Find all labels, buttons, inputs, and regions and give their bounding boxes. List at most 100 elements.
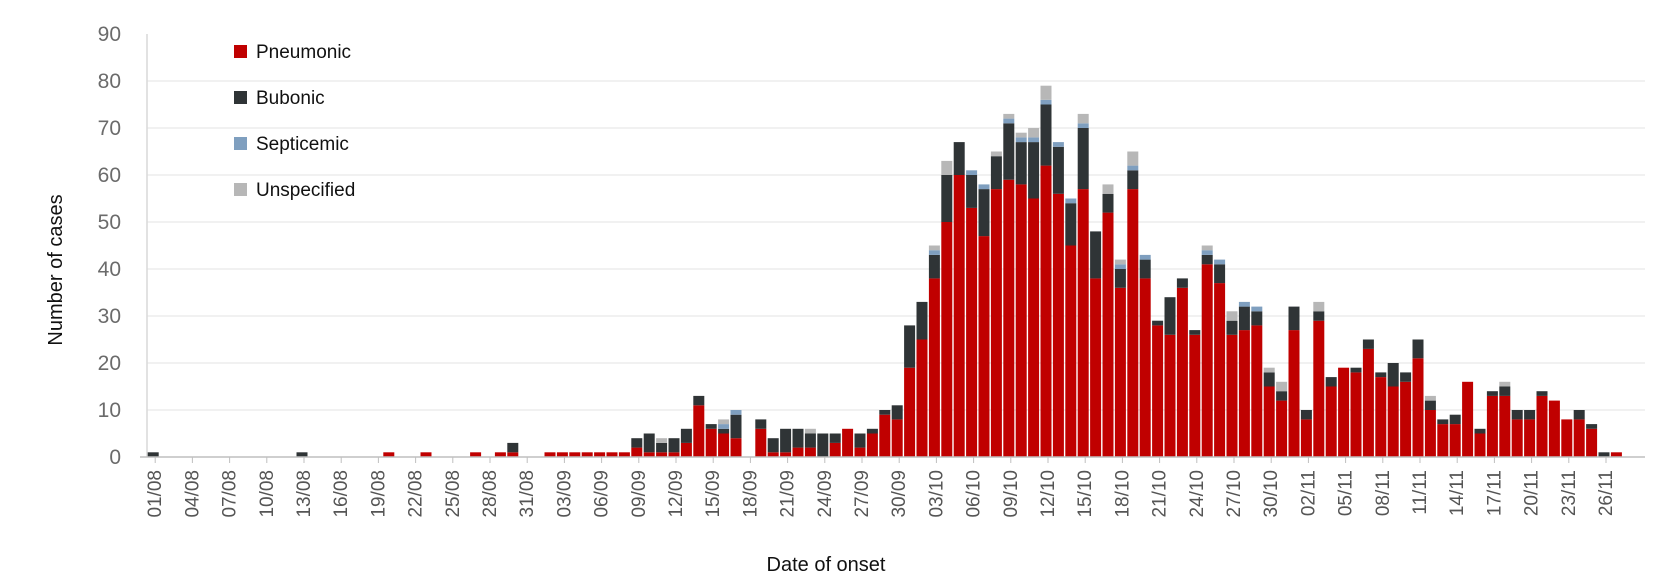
bar-pneumonic — [569, 452, 581, 457]
x-tick-label: 31/08 — [517, 470, 538, 518]
bar-pneumonic — [693, 405, 705, 457]
bar-pneumonic — [1610, 452, 1622, 457]
bar-bubonic — [1387, 363, 1399, 387]
bar-pneumonic — [1573, 419, 1585, 457]
legend-swatch-pneumonic — [234, 45, 247, 58]
bar-bubonic — [507, 442, 519, 453]
bar-pneumonic — [656, 452, 668, 457]
bar-bubonic — [1325, 377, 1337, 387]
bar-bubonic — [1040, 104, 1052, 166]
bar-pneumonic — [854, 447, 866, 457]
x-tick-label: 22/08 — [406, 470, 427, 518]
bar-pneumonic — [606, 452, 618, 457]
bar-pneumonic — [1586, 428, 1598, 457]
bar-unspecified — [928, 245, 940, 251]
bar-unspecified — [1313, 301, 1325, 312]
x-tick-label: 07/08 — [220, 470, 241, 518]
bar-pneumonic — [1090, 278, 1102, 457]
bar-bubonic — [1598, 452, 1610, 457]
x-tick-label: 06/09 — [592, 470, 613, 518]
bar-bubonic — [1486, 391, 1498, 396]
bar-pneumonic — [1102, 212, 1114, 457]
bar-unspecified — [1077, 113, 1089, 124]
bar-pneumonic — [631, 447, 643, 457]
bar-pneumonic — [1561, 419, 1573, 457]
x-tick-label: 03/10 — [926, 470, 947, 518]
x-tick-label: 12/09 — [666, 470, 687, 518]
x-tick-label: 21/09 — [778, 470, 799, 518]
bar-pneumonic — [1214, 283, 1226, 457]
x-tick-label: 27/10 — [1224, 470, 1245, 518]
bar-unspecified — [1226, 311, 1238, 321]
y-tick-label: 30 — [98, 305, 121, 328]
legend-swatch-unspecified — [234, 183, 247, 196]
legend-swatch-bubonic — [234, 91, 247, 104]
bar-bubonic — [1499, 386, 1511, 396]
bar-pneumonic — [1511, 419, 1523, 457]
bar-unspecified — [718, 419, 730, 425]
bar-pneumonic — [1548, 400, 1560, 457]
bar-pneumonic — [1189, 334, 1201, 457]
bar-pneumonic — [879, 414, 891, 457]
bar-bubonic — [1474, 428, 1486, 434]
bar-pneumonic — [1015, 184, 1027, 457]
bar-septicemic — [1065, 198, 1077, 204]
legend: Pneumonic Bubonic Septicemic Unspecified — [234, 42, 355, 201]
bar-pneumonic — [470, 452, 482, 457]
bar-pneumonic — [1424, 410, 1436, 457]
bar-pneumonic — [1375, 377, 1387, 457]
bar-pneumonic — [1437, 424, 1449, 457]
bar-pneumonic — [1313, 320, 1325, 457]
bar-pneumonic — [1276, 400, 1288, 457]
bar-pneumonic — [1524, 419, 1536, 457]
bar-septicemic — [1214, 259, 1226, 265]
bar-unspecified — [1114, 259, 1126, 265]
bar-bubonic — [1424, 400, 1436, 410]
bar-pneumonic — [718, 433, 730, 457]
bar-bubonic — [804, 433, 816, 448]
bar-pneumonic — [507, 452, 519, 457]
x-tick-label: 25/08 — [443, 470, 464, 518]
bar-bubonic — [1350, 367, 1362, 373]
bar-bubonic — [1028, 142, 1040, 199]
bar-bubonic — [1288, 306, 1300, 331]
bar-pneumonic — [1449, 424, 1461, 457]
x-tick-label: 05/11 — [1336, 470, 1357, 516]
bar-bubonic — [916, 301, 928, 340]
bar-pneumonic — [1152, 325, 1164, 457]
bar-unspecified — [804, 428, 816, 434]
bar-pneumonic — [1139, 278, 1151, 457]
bar-pneumonic — [494, 452, 506, 457]
bar-bubonic — [643, 433, 655, 453]
x-tick-label: 04/08 — [182, 470, 203, 518]
x-tick-label: 26/11 — [1596, 470, 1617, 516]
bar-pneumonic — [1350, 372, 1362, 457]
bar-bubonic — [1003, 123, 1015, 180]
bar-pneumonic — [1065, 245, 1077, 457]
bar-pneumonic — [1499, 395, 1511, 457]
bar-septicemic — [1077, 123, 1089, 128]
bar-pneumonic — [680, 442, 692, 457]
bar-pneumonic — [544, 452, 556, 457]
x-tick-label: 27/09 — [852, 470, 873, 518]
bar-pneumonic — [1300, 419, 1312, 457]
bar-bubonic — [1573, 410, 1585, 420]
bar-pneumonic — [1288, 330, 1300, 457]
x-axis-ticks: 01/08 04/08 07/08 10/08 13/08 16/08 19/08 22/08… — [145, 457, 1617, 518]
bar-bubonic — [1052, 146, 1064, 194]
bar-unspecified — [1028, 128, 1040, 138]
bar-bubonic — [1015, 142, 1027, 185]
bar-septicemic — [966, 170, 978, 175]
x-tick-label: 10/08 — [257, 470, 278, 518]
bar-pneumonic — [1176, 287, 1188, 457]
bar-bubonic — [817, 433, 829, 457]
bar-pneumonic — [618, 452, 630, 457]
bar-pneumonic — [966, 207, 978, 457]
legend-label-pneumonic: Pneumonic — [256, 42, 351, 63]
bar-bubonic — [1276, 391, 1288, 401]
x-tick-label: 11/11 — [1410, 470, 1431, 515]
bar-bubonic — [693, 395, 705, 406]
bar-unspecified — [1003, 113, 1015, 119]
bar-unspecified — [1127, 151, 1139, 166]
